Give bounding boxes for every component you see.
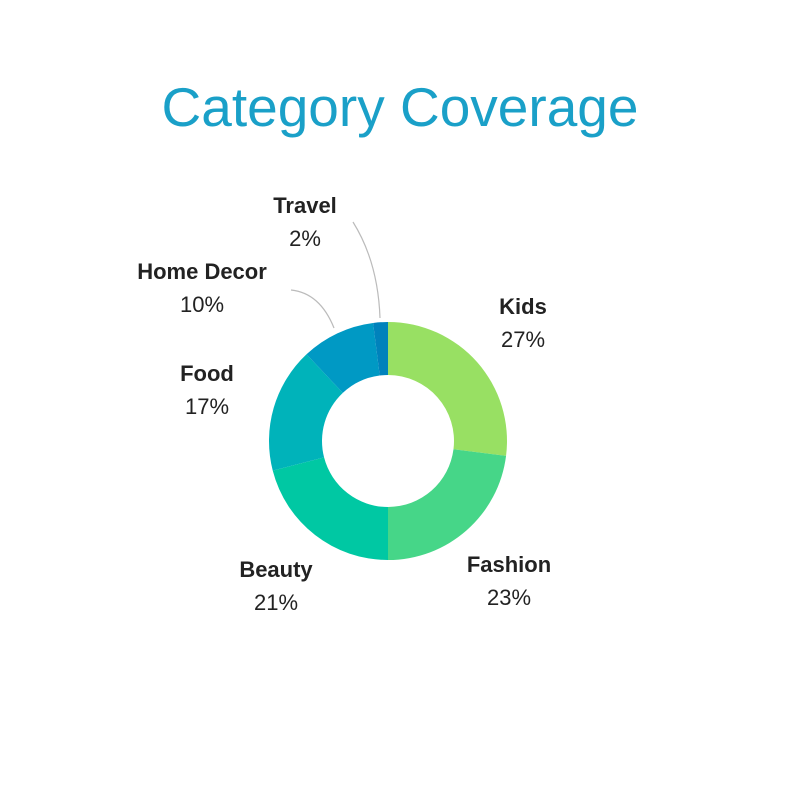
slice-label-fashion: Fashion (467, 552, 551, 577)
slice-labels: Kids 27% Fashion 23% Beauty 21% Food 17% Home De… (137, 193, 551, 615)
leader-line-travel (352, 221, 381, 319)
slice-travel (373, 322, 388, 376)
slice-label-beauty: Beauty (239, 557, 313, 582)
leader-line-home-decor (290, 289, 335, 329)
donut-slices (269, 322, 507, 560)
leader-lines (290, 221, 381, 329)
slice-food (269, 354, 343, 471)
slice-label-home-decor: Home Decor (137, 259, 267, 284)
slice-value-kids: 27% (501, 327, 545, 352)
slice-home-decor (306, 322, 380, 393)
slice-beauty (272, 457, 388, 560)
slice-value-fashion: 23% (487, 585, 531, 610)
slice-value-travel: 2% (289, 226, 321, 251)
slice-value-beauty: 21% (254, 590, 298, 615)
slice-label-kids: Kids (499, 294, 547, 319)
slice-value-food: 17% (185, 394, 229, 419)
slice-value-home-decor: 10% (180, 292, 224, 317)
chart-title: Category Coverage (161, 76, 639, 138)
slice-kids (388, 322, 507, 456)
slice-label-travel: Travel (273, 193, 337, 218)
slice-fashion (388, 449, 507, 560)
slice-label-food: Food (180, 361, 234, 386)
